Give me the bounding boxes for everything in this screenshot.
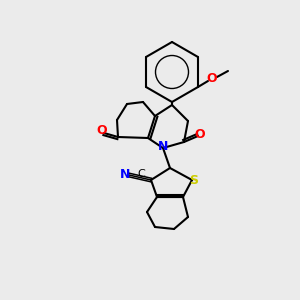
Text: O: O bbox=[207, 73, 217, 85]
Text: O: O bbox=[97, 124, 107, 137]
Text: S: S bbox=[190, 173, 199, 187]
Text: O: O bbox=[195, 128, 205, 140]
Text: N: N bbox=[120, 167, 130, 181]
Text: C: C bbox=[137, 169, 145, 179]
Text: N: N bbox=[158, 140, 168, 154]
